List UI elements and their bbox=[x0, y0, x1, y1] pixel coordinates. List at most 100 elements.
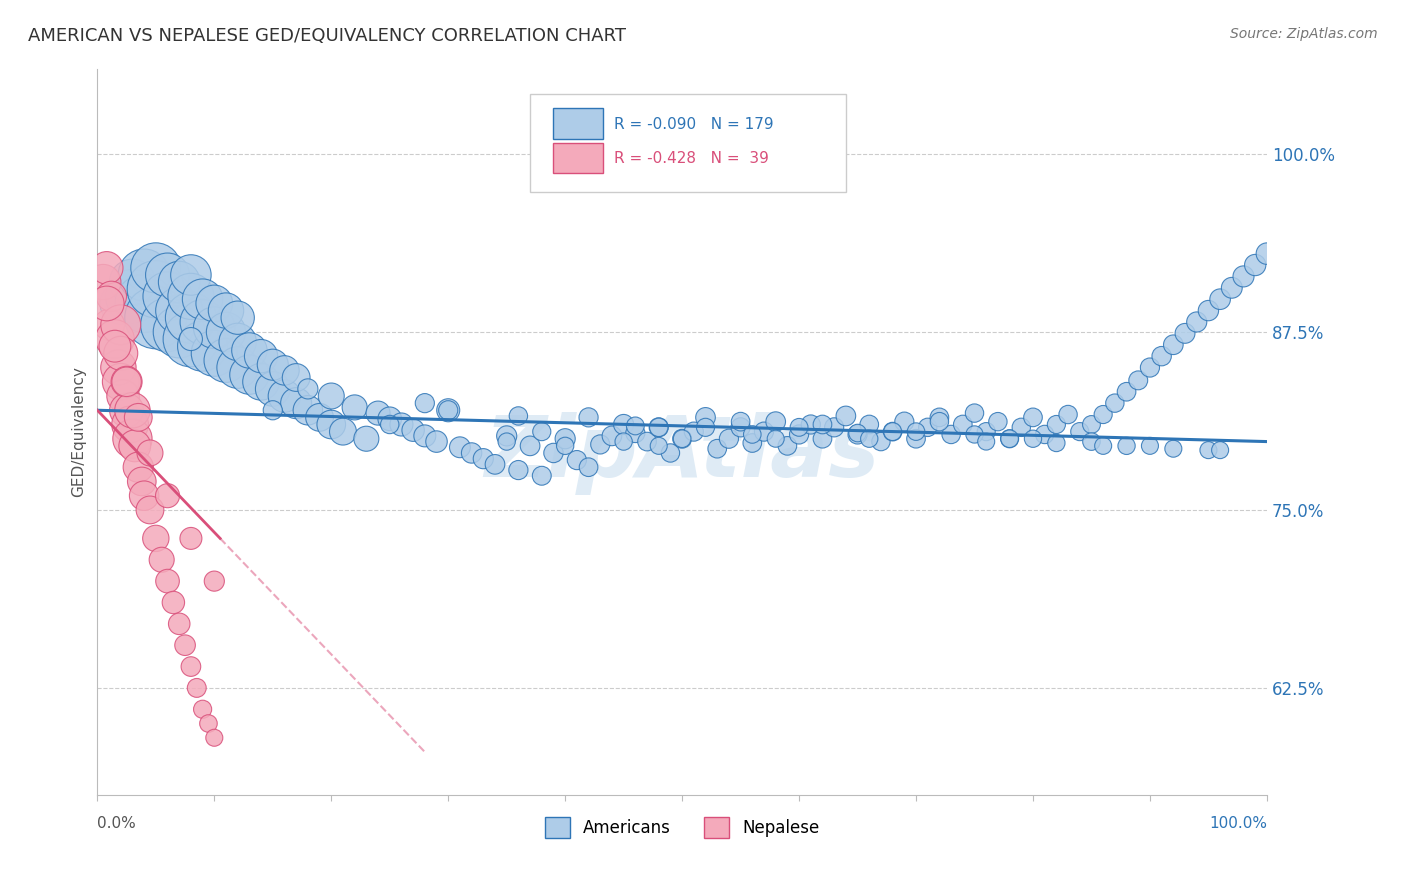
Point bbox=[648, 420, 671, 434]
Point bbox=[905, 425, 928, 439]
Point bbox=[127, 460, 149, 475]
Point bbox=[1092, 439, 1115, 453]
Point bbox=[297, 403, 319, 417]
Point bbox=[695, 410, 717, 425]
Point bbox=[928, 410, 950, 425]
Point bbox=[96, 296, 118, 310]
Point bbox=[191, 702, 214, 716]
Point bbox=[332, 425, 354, 439]
Point bbox=[741, 427, 763, 442]
Point bbox=[378, 412, 401, 426]
Point bbox=[730, 415, 752, 429]
Point bbox=[917, 420, 939, 434]
Point bbox=[139, 503, 162, 517]
Point bbox=[115, 375, 138, 389]
Point bbox=[987, 415, 1010, 429]
Point bbox=[1022, 410, 1045, 425]
Point bbox=[145, 310, 167, 325]
Point bbox=[134, 489, 156, 503]
Point bbox=[413, 429, 436, 443]
Point bbox=[150, 553, 173, 567]
Point bbox=[508, 409, 530, 423]
Point bbox=[963, 427, 986, 442]
Point bbox=[391, 417, 413, 432]
Point bbox=[167, 275, 190, 289]
Point bbox=[835, 409, 858, 423]
Point bbox=[648, 439, 671, 453]
Point bbox=[162, 595, 184, 609]
Point bbox=[145, 282, 167, 296]
Point bbox=[180, 332, 202, 346]
Point bbox=[437, 403, 460, 417]
Point bbox=[226, 334, 249, 349]
Point bbox=[998, 432, 1021, 446]
Point bbox=[706, 442, 728, 456]
Point bbox=[671, 432, 693, 446]
Point bbox=[121, 432, 143, 446]
Point bbox=[858, 417, 880, 432]
Point bbox=[167, 616, 190, 631]
Text: R = -0.428   N =  39: R = -0.428 N = 39 bbox=[614, 151, 769, 166]
Y-axis label: GED/Equivalency: GED/Equivalency bbox=[72, 367, 86, 497]
Point bbox=[589, 437, 612, 451]
Point bbox=[1128, 373, 1150, 387]
Point bbox=[460, 446, 482, 460]
Point bbox=[823, 420, 845, 434]
Point bbox=[1010, 420, 1032, 434]
Point bbox=[226, 360, 249, 375]
Point bbox=[519, 439, 541, 453]
Point bbox=[963, 406, 986, 420]
Point bbox=[1069, 425, 1091, 439]
Point bbox=[882, 425, 904, 439]
Point bbox=[449, 440, 471, 454]
Point bbox=[215, 325, 238, 339]
Point bbox=[1220, 281, 1243, 295]
Point bbox=[226, 310, 249, 325]
Point bbox=[156, 318, 179, 332]
Point bbox=[124, 439, 146, 453]
Point bbox=[974, 434, 997, 449]
Point bbox=[472, 451, 495, 466]
Text: AMERICAN VS NEPALESE GED/EQUIVALENCY CORRELATION CHART: AMERICAN VS NEPALESE GED/EQUIVALENCY COR… bbox=[28, 27, 626, 45]
Point bbox=[107, 360, 129, 375]
Point bbox=[197, 716, 219, 731]
Point bbox=[215, 353, 238, 368]
Text: 0.0%: 0.0% bbox=[97, 816, 136, 831]
Point bbox=[121, 403, 143, 417]
Point bbox=[1115, 439, 1137, 453]
Point bbox=[285, 370, 308, 384]
Text: R = -0.090   N = 179: R = -0.090 N = 179 bbox=[614, 117, 773, 132]
FancyBboxPatch shape bbox=[530, 94, 846, 192]
Point bbox=[156, 289, 179, 303]
Point bbox=[1150, 349, 1173, 363]
Point bbox=[600, 429, 623, 443]
Point bbox=[180, 310, 202, 325]
Point bbox=[202, 731, 225, 745]
Point bbox=[811, 432, 834, 446]
Point bbox=[180, 268, 202, 282]
Point bbox=[285, 396, 308, 410]
Text: 100.0%: 100.0% bbox=[1209, 816, 1267, 831]
Point bbox=[858, 432, 880, 446]
Point bbox=[145, 260, 167, 275]
Point bbox=[1115, 384, 1137, 399]
Point bbox=[134, 296, 156, 310]
Point bbox=[120, 417, 142, 432]
Point bbox=[321, 389, 343, 403]
Point bbox=[765, 432, 787, 446]
Point bbox=[659, 446, 682, 460]
Point bbox=[787, 420, 810, 434]
Point bbox=[1022, 432, 1045, 446]
Point bbox=[1045, 436, 1067, 450]
Point bbox=[202, 320, 225, 334]
Point bbox=[134, 268, 156, 282]
Point bbox=[174, 638, 197, 652]
Point bbox=[578, 460, 600, 475]
Point bbox=[139, 446, 162, 460]
Text: Source: ZipAtlas.com: Source: ZipAtlas.com bbox=[1230, 27, 1378, 41]
Point bbox=[508, 463, 530, 477]
Point bbox=[356, 432, 378, 446]
Point bbox=[1209, 443, 1232, 458]
Point bbox=[121, 275, 143, 289]
Point bbox=[191, 339, 214, 353]
